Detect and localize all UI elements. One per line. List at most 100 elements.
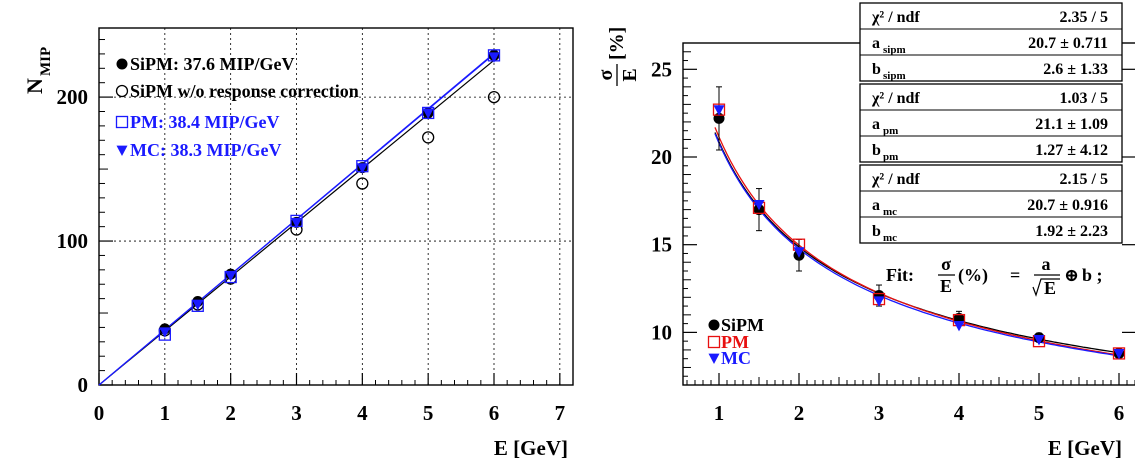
right-y-tick-label: 10 [651,320,672,344]
fit-formula: Fit:σE(%) =aE⊕ b ; [886,254,1103,298]
data-point [753,199,765,211]
stats-name: b [872,142,881,159]
fit-formula-energy: E [1044,278,1056,298]
stats-name: b [872,223,881,240]
right-y-axis-label: σ E [%] [595,27,641,86]
data-point [1113,349,1125,360]
right-y-axis-label-unit: [%] [606,27,628,60]
left-x-axis-label: E [GeV] [494,436,568,460]
stats-name: χ² / ndf [871,171,920,188]
data-point [192,299,204,311]
right-y-tick-label: 15 [651,233,672,257]
data-point [487,90,501,104]
fit-formula-sigma: σ [941,254,951,274]
fit-formula-unit: (%) [958,265,988,286]
stats-name: χ² / ndf [871,9,920,26]
legend-marker [116,58,128,70]
right-y-axis-label-energy: E [619,68,641,81]
left-y-tick-label: 100 [57,229,89,253]
stats-name: χ² / ndf [871,90,920,107]
stats-name: b [872,61,881,78]
fit-formula-sqrt-sign [1032,278,1060,297]
data-point [225,271,237,282]
left-y-tick-label: 200 [57,85,89,109]
fit-formula-oplus: ⊕ [1064,265,1079,285]
left-grid [99,28,573,385]
legend-marker [116,145,128,157]
data-point [793,247,805,258]
stats-name-subscript: mc [883,232,897,244]
data-point [953,320,965,332]
stats-box [859,164,1123,244]
legend-label: SiPM w/o response correction [130,81,359,101]
right-x-axis-label: E [GeV] [1048,436,1122,460]
stats-name: a [872,35,880,52]
legend-marker [708,319,720,331]
stats-name-subscript: sipm [883,44,906,56]
legend-marker [115,115,129,129]
data-point [356,163,368,174]
data-point [873,296,885,307]
legend-label: PM: 38.4 MIP/GeV [130,112,279,132]
right-x-tick-label: 5 [1034,401,1045,425]
fit-formula-b: b ; [1082,265,1103,285]
stats-value: 20.7 ± 0.916 [1027,197,1108,214]
right-data-points [712,86,1126,360]
left-y-axis-label-main: N [22,78,47,94]
fit-formula-prefix: Fit: [886,265,914,285]
stats-name-subscript: pm [883,125,898,137]
stats-name: a [872,197,880,214]
right-x-tick-label: 6 [1114,401,1125,425]
left-x-tick-label: 5 [423,401,434,425]
legend-label: MC [721,348,751,368]
data-point [713,105,725,116]
left-x-tick-label: 2 [225,401,236,425]
stats-box [859,2,1123,82]
stats-value: 21.1 ± 1.09 [1035,116,1108,133]
legend-marker [707,335,721,349]
data-point [422,131,435,144]
stats-name-subscript: pm [883,151,898,163]
stats-value: 2.35 / 5 [1060,9,1108,26]
left-x-tick-label: 6 [489,401,500,425]
stats-value: 2.15 / 5 [1060,171,1108,188]
stats-value: 20.7 ± 0.711 [1028,35,1108,52]
left-y-axis-label-sub: MIP [38,47,54,76]
legend-label: SiPM: 37.6 MIP/GeV [130,54,294,74]
left-data-points [158,49,501,341]
stats-value: 2.6 ± 1.33 [1043,61,1108,78]
fit-curve [714,127,1124,357]
left-axis-ticks: 0 1 2 3 4 5 6 7 0 100 200 [57,39,566,425]
left-chart: 0 1 2 3 4 5 6 7 0 100 200 SiPM: 37.6 MIP/GeV SiPM w… [22,27,574,460]
right-y-tick-label: 20 [651,145,672,169]
stats-value: 1.92 ± 2.23 [1035,223,1108,240]
data-point [488,52,500,63]
right-fit-curves [714,127,1124,358]
right-x-tick-label: 2 [794,401,805,425]
fit-formula-equals: = [1010,265,1020,285]
stats-value: 1.03 / 5 [1060,90,1108,107]
left-x-tick-label: 1 [160,401,171,425]
right-x-tick-label: 3 [874,401,885,425]
right-axis-ticks: 1 2 3 4 5 6 10 15 20 25 [651,51,1135,425]
right-x-tick-label: 1 [714,401,725,425]
left-x-tick-label: 3 [291,401,302,425]
stats-name-subscript: mc [883,206,897,218]
data-point [291,217,302,229]
legend-label: PM [721,332,749,352]
stats-name-subscript: sipm [883,70,906,82]
left-y-axis-label: N MIP [22,47,54,94]
left-x-tick-label: 7 [555,401,566,425]
stats-box [859,83,1123,163]
legend-marker [115,84,129,98]
data-point [1033,335,1045,346]
data-point [159,327,171,338]
fit-formula-energy: E [940,276,952,296]
left-y-tick-label: 0 [78,373,89,397]
left-x-tick-label: 0 [94,401,105,425]
legend-label: SiPM [721,315,764,335]
